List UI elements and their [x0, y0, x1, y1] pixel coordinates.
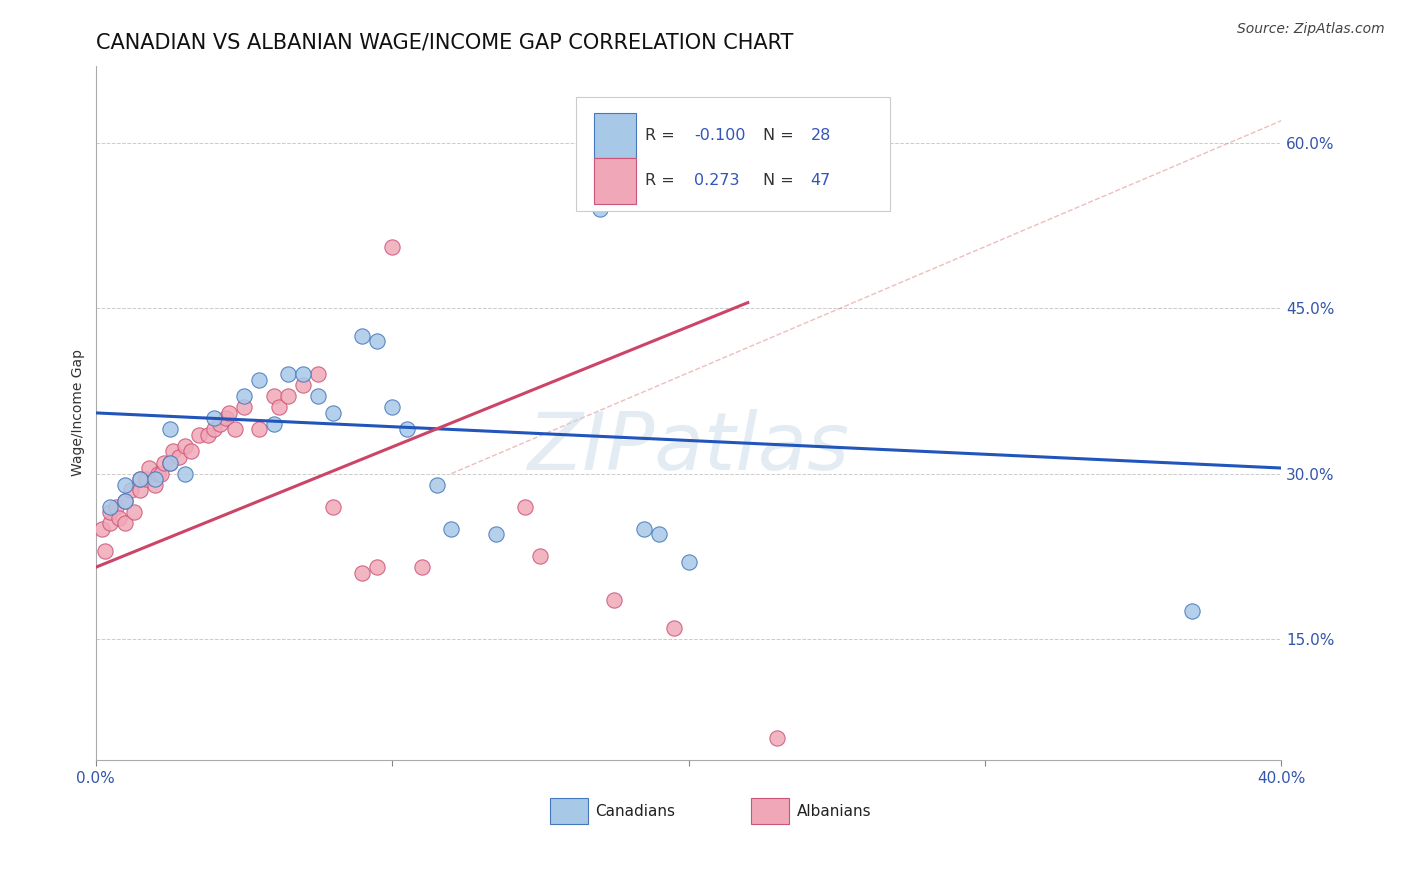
Text: R =: R =	[645, 173, 679, 188]
Text: N =: N =	[763, 173, 799, 188]
Text: 0.273: 0.273	[695, 173, 740, 188]
Text: R =: R =	[645, 128, 679, 143]
FancyBboxPatch shape	[751, 797, 789, 824]
Text: Source: ZipAtlas.com: Source: ZipAtlas.com	[1237, 22, 1385, 37]
Text: -0.100: -0.100	[695, 128, 747, 143]
Text: 47: 47	[811, 173, 831, 188]
Text: CANADIAN VS ALBANIAN WAGE/INCOME GAP CORRELATION CHART: CANADIAN VS ALBANIAN WAGE/INCOME GAP COR…	[96, 33, 793, 53]
FancyBboxPatch shape	[576, 96, 890, 211]
Text: 28: 28	[811, 128, 831, 143]
FancyBboxPatch shape	[593, 112, 637, 159]
Text: ZIPatlas: ZIPatlas	[527, 409, 849, 487]
Text: N =: N =	[763, 128, 799, 143]
Text: Albanians: Albanians	[796, 804, 872, 819]
FancyBboxPatch shape	[550, 797, 588, 824]
FancyBboxPatch shape	[593, 158, 637, 203]
Text: Canadians: Canadians	[595, 804, 675, 819]
Y-axis label: Wage/Income Gap: Wage/Income Gap	[72, 350, 86, 476]
